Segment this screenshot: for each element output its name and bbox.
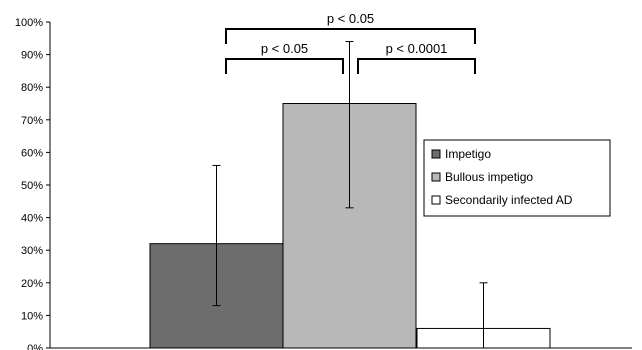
legend-box: [423, 139, 611, 217]
legend-swatch-0: [431, 149, 441, 159]
significance-label-1: p < 0.0001: [386, 41, 448, 56]
significance-label-0: p < 0.05: [261, 41, 308, 56]
y-tick-label: 10%: [21, 310, 43, 322]
y-tick-label: 100%: [15, 17, 43, 29]
y-tick-label: 90%: [21, 50, 43, 62]
legend-label-1: Bullous impetigo: [445, 170, 533, 184]
legend-swatch-1: [431, 172, 441, 182]
legend-label-2: Secondarily infected AD: [445, 193, 573, 207]
y-tick-label: 20%: [21, 278, 43, 290]
y-tick-label: 0%: [27, 343, 43, 350]
legend-label-0: Impetigo: [445, 147, 491, 161]
error-bars: [212, 41, 488, 349]
y-tick-label: 60%: [21, 147, 43, 159]
y-tick-label: 50%: [21, 180, 43, 192]
y-axis: 0% 10% 20% 30% 40% 50% 60% 70% 80% 90% 100%: [15, 17, 632, 350]
y-tick-label: 40%: [21, 213, 43, 225]
y-tick-label: 30%: [21, 245, 43, 257]
significance-bracket-2: [225, 28, 476, 44]
significance-bracket-1: [357, 58, 476, 74]
legend-swatch-2: [431, 195, 441, 205]
y-tick-label: 80%: [21, 82, 43, 94]
significance-brackets: p < 0.05 p < 0.0001 p < 0.05: [225, 11, 476, 74]
significance-label-2: p < 0.05: [327, 11, 374, 26]
significance-bracket-0: [225, 58, 344, 74]
y-tick-label: 70%: [21, 115, 43, 127]
legend: Impetigo Bullous impetigo Secondarily infe…: [423, 139, 611, 217]
